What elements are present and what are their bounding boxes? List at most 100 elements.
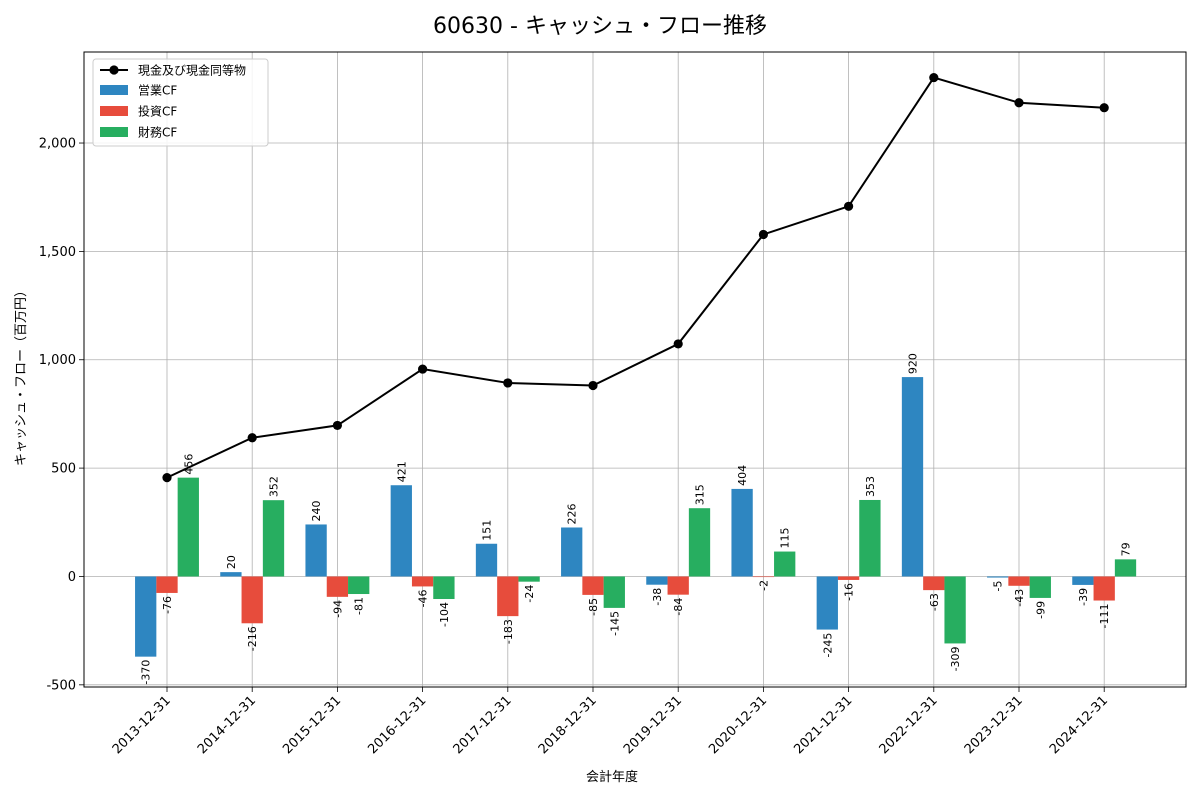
bar-1-11 [1094, 576, 1115, 600]
bar-value-label: -245 [821, 633, 834, 658]
axes: -500 0 500 1,000 1,500 2,000 2013-12-31 2014-12… [39, 52, 1186, 757]
bar-1-0 [156, 576, 177, 592]
x-tick-label: 2019-12-31 [621, 693, 685, 757]
cash-line-point [503, 378, 512, 387]
bar-2-7 [774, 552, 795, 577]
x-tick-label: 2014-12-31 [195, 693, 259, 757]
bar-value-label: -309 [949, 646, 962, 671]
bar-1-7 [753, 576, 774, 577]
bar-value-label: 20 [225, 555, 238, 569]
bar-value-label: -24 [523, 585, 536, 603]
cash-line-point [759, 230, 768, 239]
cash-line-point [674, 339, 683, 348]
cash-line-point [588, 381, 597, 390]
y-tick-label: 1,000 [39, 353, 76, 368]
bar-0-1 [220, 572, 241, 576]
bar-value-label: 226 [566, 503, 579, 524]
x-tick-label: 2023-12-31 [962, 693, 1026, 757]
bar-2-5 [604, 576, 625, 607]
bar-value-label: 151 [481, 520, 494, 541]
bar-2-8 [859, 500, 880, 577]
chart-title: 60630 - キャッシュ・フロー推移 [433, 14, 767, 39]
bar-1-6 [668, 576, 689, 594]
bar-value-label: -43 [1013, 589, 1026, 607]
bar-0-8 [817, 576, 838, 629]
bar-0-9 [902, 377, 923, 576]
bar-2-10 [1030, 576, 1051, 597]
bar-1-10 [1008, 576, 1029, 585]
bar-2-0 [178, 478, 199, 577]
cash-line-point [1014, 98, 1023, 107]
cash-line-point [333, 421, 342, 430]
bar-1-9 [923, 576, 944, 590]
bar-1-2 [327, 576, 348, 596]
cash-line-point [162, 473, 171, 482]
bar-0-7 [731, 489, 752, 577]
bar-2-2 [348, 576, 369, 594]
legend-label: 財務CF [138, 125, 177, 140]
legend-swatch [100, 127, 128, 137]
bar-value-label: 315 [694, 484, 707, 505]
bar-value-label: -76 [161, 596, 174, 614]
bar-value-label: -63 [928, 593, 941, 611]
bar-value-label: -183 [502, 619, 515, 644]
cash-line-point [929, 73, 938, 82]
bar-value-label: 404 [736, 465, 749, 486]
legend-label: 営業CF [138, 84, 177, 98]
x-tick-label: 2017-12-31 [451, 693, 515, 757]
bar-value-label: -38 [651, 588, 664, 606]
bar-0-4 [476, 544, 497, 577]
cash-line-point [248, 433, 257, 442]
bar-0-11 [1072, 576, 1093, 584]
bar-2-11 [1115, 559, 1136, 576]
bar-0-10 [987, 576, 1008, 577]
cash-line-point [844, 202, 853, 211]
bar-0-6 [646, 576, 667, 584]
bar-0-2 [305, 524, 326, 576]
x-tick-label: 2018-12-31 [536, 693, 600, 757]
bar-value-label: -85 [587, 598, 600, 616]
bar-2-1 [263, 500, 284, 576]
bar-value-label: 240 [310, 500, 323, 521]
x-tick-label: 2022-12-31 [877, 693, 941, 757]
bar-0-5 [561, 527, 582, 576]
bar-value-label: -84 [672, 598, 685, 616]
bar-2-9 [944, 576, 965, 643]
cash-line-point [418, 364, 427, 373]
x-tick-label: 2020-12-31 [706, 693, 770, 757]
bar-1-3 [412, 576, 433, 586]
legend-label: 現金及び現金同等物 [138, 63, 246, 78]
bar-value-label: -104 [438, 602, 451, 627]
bar-0-3 [391, 485, 412, 576]
bar-1-4 [497, 576, 518, 616]
bars [135, 377, 1136, 657]
y-tick-label: -500 [46, 678, 76, 693]
bar-2-6 [689, 508, 710, 576]
cash-line-point [1100, 103, 1109, 112]
bar-value-label: -39 [1077, 588, 1090, 606]
bar-2-3 [433, 576, 454, 599]
x-tick-label: 2016-12-31 [365, 693, 429, 757]
cash-line [162, 73, 1108, 482]
bar-1-5 [582, 576, 603, 594]
bar-value-label: 920 [907, 353, 920, 374]
legend-label: 投資CF [138, 104, 177, 119]
bar-1-1 [242, 576, 263, 623]
bar-value-label: -46 [417, 589, 430, 607]
x-tick-label: 2021-12-31 [791, 693, 855, 757]
bar-value-label: -370 [140, 660, 153, 685]
data-labels: -370 20 240 421 151 226 -38 404 -245 920 -5 -39 -76 -… [140, 353, 1133, 685]
y-tick-label: 500 [51, 462, 76, 477]
bar-value-label: -216 [246, 626, 259, 651]
bar-value-label: -94 [331, 600, 344, 618]
bar-value-label: -5 [992, 581, 1005, 592]
y-tick-label: 0 [68, 570, 76, 585]
bar-value-label: 456 [182, 454, 195, 475]
bar-value-label: 421 [395, 461, 408, 482]
bar-value-label: 79 [1120, 542, 1133, 556]
x-axis-label: 会計年度 [586, 769, 638, 785]
cash-line-path [167, 78, 1104, 478]
x-tick-label: 2013-12-31 [110, 693, 174, 757]
